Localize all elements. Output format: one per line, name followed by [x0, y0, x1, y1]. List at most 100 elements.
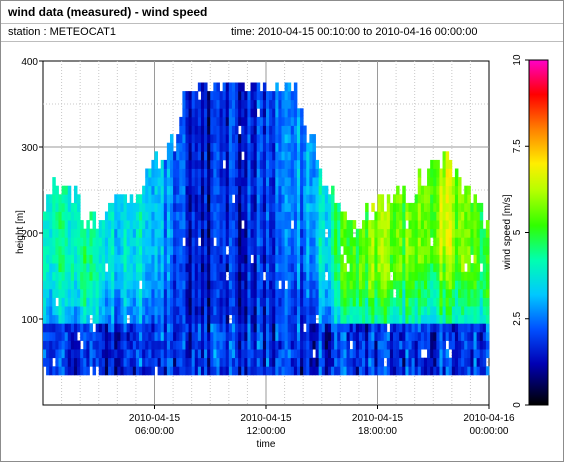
heatmap-cell: [157, 271, 162, 281]
heatmap-cell: [225, 142, 230, 152]
heatmap-cell: [89, 280, 93, 290]
heatmap-cell: [135, 331, 140, 341]
heatmap-cell: [235, 108, 239, 118]
heatmap-cell: [188, 306, 193, 316]
heatmap-cell: [318, 280, 323, 290]
heatmap-cell: [207, 168, 211, 178]
heatmap-cell: [365, 349, 369, 359]
heatmap-cell: [262, 82, 267, 92]
heatmap-cell: [80, 228, 84, 238]
heatmap-cell: [157, 340, 162, 350]
heatmap-cell: [157, 177, 162, 187]
heatmap-cell: [266, 237, 270, 247]
heatmap-cell: [166, 254, 171, 264]
heatmap-cell: [275, 168, 279, 178]
heatmap-cell: [123, 306, 128, 316]
heatmap-cell: [135, 357, 140, 367]
heatmap-cell: [86, 340, 90, 350]
heatmap-cell: [117, 254, 121, 264]
heatmap-cell: [114, 306, 118, 316]
heatmap-cell: [402, 297, 406, 307]
heatmap-cell: [241, 177, 245, 187]
heatmap-cell: [142, 228, 146, 238]
heatmap-cell: [135, 263, 140, 273]
heatmap-cell: [436, 228, 440, 238]
heatmap-cell: [464, 228, 468, 238]
heatmap-cell: [380, 340, 385, 350]
heatmap-cell: [213, 280, 217, 290]
heatmap-cell: [371, 245, 375, 255]
heatmap-cell: [182, 185, 186, 195]
heatmap-cell: [244, 357, 248, 367]
x-axis-label: time: [257, 439, 276, 450]
heatmap-cell: [250, 159, 255, 169]
heatmap-cell: [383, 228, 388, 238]
heatmap-cell: [309, 314, 313, 324]
heatmap-cell: [259, 297, 264, 307]
heatmap-cell: [135, 288, 140, 298]
heatmap-cell: [309, 134, 313, 144]
heatmap-cell: [86, 254, 90, 264]
heatmap-cell: [358, 297, 363, 307]
heatmap-cell: [253, 340, 258, 350]
heatmap-cell: [135, 228, 140, 238]
heatmap-cell: [247, 99, 251, 109]
heatmap-cell: [176, 331, 180, 341]
heatmap-cell: [318, 263, 323, 273]
heatmap-cell: [200, 91, 205, 101]
heatmap-cell: [293, 349, 298, 359]
heatmap-cell: [55, 263, 59, 273]
heatmap-cell: [139, 366, 143, 376]
heatmap-cell: [70, 271, 75, 281]
heatmap-cell: [238, 228, 242, 238]
heatmap-cell: [300, 271, 304, 281]
heatmap-cell: [73, 331, 78, 341]
heatmap-cell: [139, 349, 143, 359]
heatmap-cell: [327, 306, 332, 316]
heatmap-cell: [262, 340, 267, 350]
heatmap-cell: [309, 271, 313, 281]
heatmap-cell: [247, 228, 251, 238]
heatmap-cell: [377, 237, 381, 247]
heatmap-cell: [392, 314, 397, 324]
heatmap-cell: [154, 202, 158, 212]
heatmap-cell: [52, 331, 56, 341]
heatmap-cell: [98, 220, 103, 230]
heatmap-cell: [188, 108, 193, 118]
heatmap-cell: [417, 254, 422, 264]
heatmap-cell: [430, 177, 434, 187]
heatmap-cell: [120, 357, 124, 367]
heatmap-cell: [318, 194, 323, 204]
heatmap-cell: [358, 280, 363, 290]
heatmap-cell: [309, 211, 313, 221]
heatmap-cell: [362, 228, 366, 238]
heatmap-cell: [331, 280, 335, 290]
heatmap-cell: [349, 306, 354, 316]
heatmap-cell: [70, 357, 75, 367]
heatmap-cell: [241, 263, 245, 273]
heatmap-cell: [142, 306, 146, 316]
heatmap-cell: [464, 340, 468, 350]
heatmap-cell: [67, 194, 72, 204]
heatmap-cell: [296, 211, 301, 221]
heatmap-cell: [86, 245, 90, 255]
heatmap-cell: [160, 177, 165, 187]
heatmap-cell: [433, 349, 437, 359]
heatmap-cell: [355, 331, 360, 341]
heatmap-cell: [414, 314, 419, 324]
heatmap-cell: [61, 202, 66, 212]
heatmap-cell: [154, 340, 158, 350]
heatmap-cell: [241, 288, 245, 298]
heatmap-cell: [315, 340, 320, 350]
heatmap-cell: [111, 323, 115, 333]
heatmap-cell: [423, 306, 428, 316]
heatmap-cell: [269, 220, 273, 230]
heatmap-cell: [70, 323, 75, 333]
heatmap-cell: [485, 323, 490, 333]
heatmap-cell: [244, 159, 248, 169]
heatmap-cell: [92, 288, 97, 298]
heatmap-cell: [67, 228, 72, 238]
heatmap-cell: [324, 185, 329, 195]
heatmap-cell: [402, 202, 406, 212]
heatmap-cell: [389, 245, 394, 255]
